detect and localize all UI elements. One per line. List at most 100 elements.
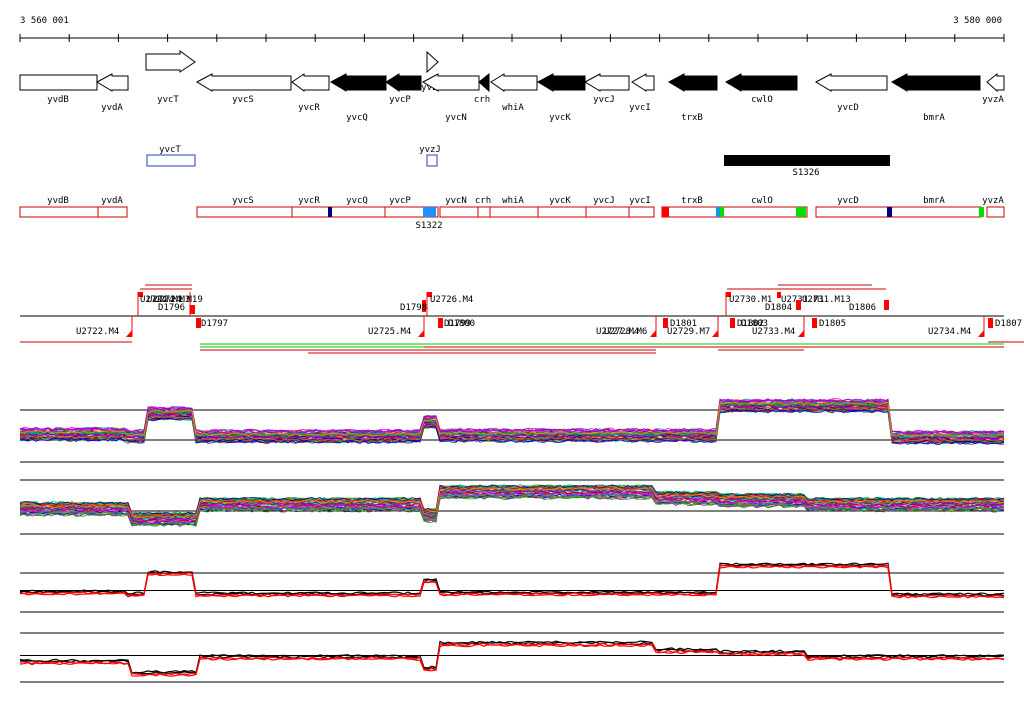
transcript-U2731.M1[interactable]: U2731.M1 xyxy=(777,292,824,305)
transcript-D1803[interactable]: D1803 xyxy=(741,319,768,329)
segment-trxB[interactable]: trxB xyxy=(661,196,718,218)
gene-yvdB[interactable]: yvdB xyxy=(19,74,98,105)
transcript-U2734.M4[interactable]: U2734.M4 xyxy=(928,316,985,337)
segment-yvdA[interactable]: yvdA xyxy=(97,196,128,218)
gene-yvcS[interactable]: yvcS xyxy=(195,73,292,105)
segment-mark-green xyxy=(979,207,984,217)
segment-marker-S1322[interactable]: S1322 xyxy=(415,207,443,231)
transcript-U2724.M1[interactable]: U2724.M1 xyxy=(137,292,183,316)
gene-yvcK[interactable]: yvcK xyxy=(536,73,586,123)
svg-text:U2730.M1: U2730.M1 xyxy=(729,295,772,305)
transcript-U2730.M1[interactable]: U2730.M1 xyxy=(725,292,772,316)
gene-yvcR[interactable]: yvcR xyxy=(291,73,330,113)
transcript-D1799[interactable]: D1799 xyxy=(438,318,471,329)
segment-mark-navy xyxy=(328,207,332,217)
transcript-D1796[interactable]: D1796 xyxy=(158,303,185,313)
transcript-U2726.M4[interactable]: U2726.M4 xyxy=(426,292,473,316)
expression-series-line xyxy=(19,404,1005,441)
transcript-D1797[interactable]: D1797 xyxy=(196,318,228,329)
segment-cwlO[interactable]: cwlO xyxy=(716,196,808,218)
transcript-U2729.M7[interactable]: U2729.M7 xyxy=(667,316,719,337)
feature-S1326[interactable]: S1326 xyxy=(724,155,890,178)
gene-yvdA[interactable]: yvdA xyxy=(95,73,129,113)
gene-crh[interactable]: crh xyxy=(474,72,490,105)
svg-text:yvcR: yvcR xyxy=(298,103,320,113)
transcript-U2724.M19[interactable]: U2724.M19 xyxy=(154,292,203,316)
svg-text:cwlO: cwlO xyxy=(751,196,773,206)
transcript-U2727.M4[interactable]: U2727.M4 xyxy=(596,327,639,337)
svg-text:D1802: D1802 xyxy=(737,319,764,329)
svg-text:trxB: trxB xyxy=(681,113,703,123)
feature-yvcT[interactable]: yvcT xyxy=(146,145,196,167)
svg-text:trxB: trxB xyxy=(681,196,703,206)
segment-yvcK[interactable]: yvcK xyxy=(537,196,587,218)
feature-yvzJ[interactable]: yvzJ xyxy=(419,145,441,167)
transcript-D1800[interactable]: D1800 xyxy=(448,319,475,329)
svg-text:whiA: whiA xyxy=(502,196,524,206)
svg-text:yvcP: yvcP xyxy=(389,95,411,105)
segment-yvcP[interactable]: yvcP xyxy=(384,196,439,218)
gene-trxB[interactable]: trxB xyxy=(667,73,718,123)
segment-yvzA[interactable]: yvzA xyxy=(982,196,1005,218)
transcript-U2728.M6[interactable]: U2728.M6 xyxy=(604,316,657,337)
segment-yvdB[interactable]: yvdB xyxy=(19,196,99,218)
gene-yvzA[interactable]: yvzA xyxy=(982,72,1005,105)
segment-yvcD[interactable]: yvcD xyxy=(815,196,892,218)
transcript-U2724.M3[interactable]: U2724.M3 xyxy=(147,295,190,305)
gene-yvcT[interactable]: yvcT xyxy=(145,50,196,105)
transcript-U2722.M4[interactable]: U2722.M4 xyxy=(76,316,133,337)
segment-mark-green xyxy=(720,207,724,217)
expression-track-2 xyxy=(19,479,1005,535)
transcript-U2731.M13[interactable]: U2731.M13 xyxy=(802,295,851,305)
svg-text:D1800: D1800 xyxy=(448,319,475,329)
svg-text:U2724.M1: U2724.M1 xyxy=(140,295,183,305)
segment-yvcR[interactable]: yvcR xyxy=(291,196,331,218)
gene-yvcJ[interactable]: yvcJ xyxy=(583,73,630,105)
svg-text:U2725.M4: U2725.M4 xyxy=(368,327,411,337)
transcript-D1801[interactable]: D1801 xyxy=(663,318,697,329)
segment-bmrA[interactable]: bmrA xyxy=(890,196,982,218)
axis-end-label: 3 580 000 xyxy=(953,16,1002,26)
gene-whiA[interactable]: whiA xyxy=(490,73,538,113)
transcript-U2725.M4[interactable]: U2725.M4 xyxy=(368,316,425,337)
expression-series-line xyxy=(19,494,1005,526)
gene-yvcP[interactable]: yvcP xyxy=(385,73,422,105)
expression-series-line xyxy=(19,398,1005,435)
segment-yvcS[interactable]: yvcS xyxy=(196,196,293,218)
svg-text:U2722.M4: U2722.M4 xyxy=(76,327,119,337)
transcript-D1802[interactable]: D1802 xyxy=(730,318,764,329)
expression-summary-line xyxy=(19,642,1005,676)
svg-text:yvdA: yvdA xyxy=(101,196,123,206)
gene-yvzJ[interactable]: yvzJ xyxy=(421,50,443,93)
svg-text:D1806: D1806 xyxy=(849,303,876,313)
gene-cwlO[interactable]: cwlO xyxy=(724,73,798,105)
svg-text:yvzJ: yvzJ xyxy=(421,83,443,93)
segment-yvcN[interactable]: yvcN xyxy=(439,196,479,218)
gene-yvcD[interactable]: yvcD xyxy=(814,73,888,113)
transcript-D1798[interactable]: D1798 xyxy=(400,300,427,313)
svg-text:yvzJ: yvzJ xyxy=(419,145,441,155)
segment-yvcJ[interactable]: yvcJ xyxy=(585,196,630,218)
gene-yvcQ[interactable]: yvcQ xyxy=(329,73,387,123)
svg-text:S1326: S1326 xyxy=(792,168,819,178)
gene-bmrA[interactable]: bmrA xyxy=(890,73,981,123)
transcript-D1804[interactable]: D1804 xyxy=(765,300,801,313)
expression-series-line xyxy=(19,409,1005,445)
gene-yvcN[interactable]: yvcN xyxy=(421,73,480,123)
transcript-U2733.M4[interactable]: U2733.M4 xyxy=(752,316,805,337)
segment-yvcI[interactable]: yvcI xyxy=(628,196,655,218)
svg-text:D1798: D1798 xyxy=(400,303,427,313)
expression-series-line xyxy=(19,401,1005,437)
svg-text:yvzA: yvzA xyxy=(982,196,1004,206)
svg-text:yvcP: yvcP xyxy=(389,196,411,206)
gene-yvcI[interactable]: yvcI xyxy=(629,73,655,113)
transcript-D1807[interactable]: D1807 xyxy=(988,318,1022,329)
segment-yvcQ[interactable]: yvcQ xyxy=(329,196,386,218)
svg-text:U2729.M7: U2729.M7 xyxy=(667,327,710,337)
axis-ticks xyxy=(19,34,1005,42)
svg-text:yvzA: yvzA xyxy=(982,95,1004,105)
transcript-D1806[interactable]: D1806 xyxy=(849,300,889,313)
segment-whiA[interactable]: whiA xyxy=(489,196,539,218)
svg-text:crh: crh xyxy=(474,95,490,105)
transcript-D1805[interactable]: D1805 xyxy=(812,318,846,329)
